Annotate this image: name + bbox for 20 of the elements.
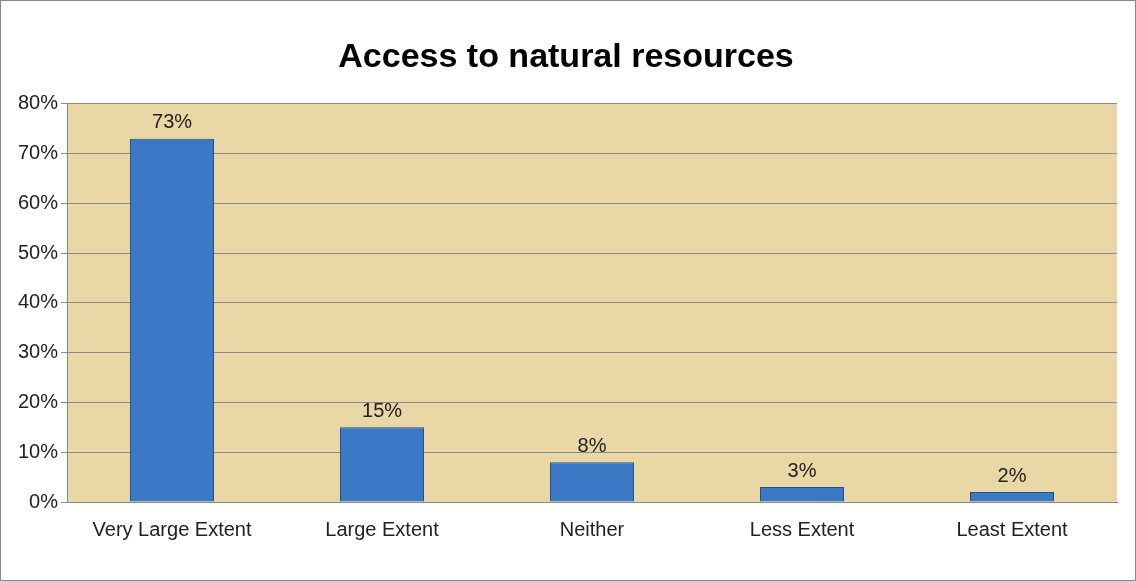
chart-title: Access to natural resources (338, 35, 794, 74)
x-tick-label: Less Extent (749, 517, 855, 540)
y-tick-label: 40% (18, 290, 59, 313)
y-tick-label: 80% (18, 91, 59, 114)
x-tick-label: Large Extent (325, 517, 440, 540)
y-tick-label: 20% (18, 389, 59, 412)
x-tick-label: Neither (559, 517, 625, 540)
data-label: 3% (787, 458, 817, 481)
data-label: 73% (152, 110, 193, 133)
data-label: 2% (997, 463, 1027, 486)
data-label: 15% (362, 398, 403, 421)
y-tick-label: 30% (18, 340, 59, 363)
x-tick-label: Very Large Extent (92, 517, 252, 540)
y-tick-label: 50% (18, 240, 59, 263)
x-tick-label: Least Extent (956, 517, 1069, 540)
data-label: 8% (577, 433, 607, 456)
y-tick-label: 10% (18, 439, 59, 462)
y-tick-label: 70% (18, 141, 59, 164)
y-tick-label: 60% (18, 190, 59, 213)
y-tick-label: 0% (29, 489, 59, 512)
